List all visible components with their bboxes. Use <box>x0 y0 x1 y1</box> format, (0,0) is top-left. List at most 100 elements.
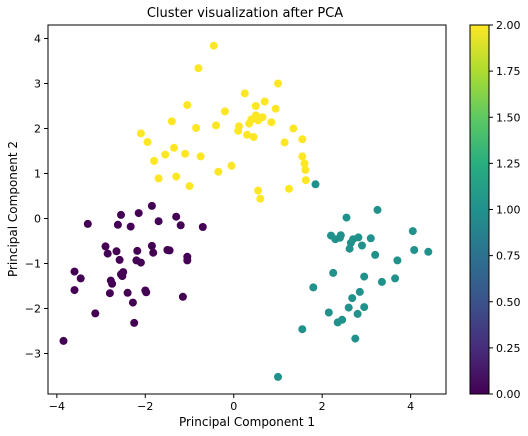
data-point-cluster-0-6 <box>101 242 110 251</box>
x-tick-label: −2 <box>137 400 153 413</box>
data-point-cluster-2-18 <box>227 161 236 170</box>
data-point-cluster-2-33 <box>267 118 276 127</box>
data-point-cluster-0-20 <box>128 298 137 307</box>
x-axis-label: Principal Component 1 <box>179 415 315 429</box>
data-point-cluster-1-13 <box>344 303 353 312</box>
data-point-cluster-1-18 <box>351 334 360 343</box>
colorbar-tick-label: 1.00 <box>496 204 521 217</box>
colorbar-ticks: 0.00 0.25 0.50 0.75 1.00 1.25 1.50 1.75 2.00 <box>489 19 521 401</box>
data-point-cluster-1-6 <box>329 268 338 277</box>
data-point-cluster-1-3 <box>311 180 320 189</box>
data-point-cluster-0-2 <box>70 286 79 295</box>
data-point-cluster-2-41 <box>300 159 309 168</box>
data-point-cluster-2-17 <box>220 107 229 116</box>
plot-area: −4 −2 0 2 4 −3 −2 −1 0 1 2 3 4 <box>25 24 447 413</box>
colorbar-tick-label: 2.00 <box>496 19 521 32</box>
data-point-cluster-2-13 <box>196 152 205 161</box>
x-tick-label: 0 <box>230 400 237 413</box>
colorbar-tick-label: 0.75 <box>496 250 521 263</box>
data-point-cluster-0-19 <box>126 222 135 231</box>
data-point-cluster-0-11 <box>112 247 121 256</box>
data-point-cluster-2-43 <box>301 176 310 185</box>
data-point-cluster-2-35 <box>274 79 282 88</box>
data-point-cluster-2-2 <box>150 156 159 165</box>
data-point-cluster-1-4 <box>324 308 333 317</box>
data-point-cluster-2-37 <box>285 184 293 193</box>
data-point-cluster-2-12 <box>194 64 203 73</box>
data-point-cluster-0-36 <box>178 292 187 301</box>
data-point-cluster-0-27 <box>142 288 151 297</box>
data-point-cluster-0-12 <box>113 220 122 229</box>
data-point-cluster-2-21 <box>240 89 249 98</box>
data-point-cluster-2-32 <box>260 97 269 106</box>
data-point-cluster-0-34 <box>172 212 181 221</box>
data-point-cluster-2-7 <box>172 172 181 181</box>
y-tick-label: 2 <box>34 123 41 136</box>
colorbar-tick-label: 1.75 <box>496 65 521 78</box>
data-point-cluster-1-11 <box>338 315 347 324</box>
colorbar: 0.00 0.25 0.50 0.75 1.00 1.25 1.50 1.75 2.00 <box>469 19 521 401</box>
data-point-cluster-0-18 <box>123 288 132 297</box>
y-tick-label: 1 <box>34 168 41 181</box>
data-point-cluster-0-24 <box>134 209 143 218</box>
colorbar-tick-label: 1.25 <box>496 157 521 170</box>
data-point-cluster-1-16 <box>348 294 357 303</box>
data-points <box>59 41 433 381</box>
data-point-cluster-1-23 <box>360 272 369 281</box>
data-point-cluster-2-9 <box>183 101 192 110</box>
colorbar-tick-label: 0.50 <box>496 296 521 309</box>
data-point-cluster-0-17 <box>119 268 128 277</box>
data-point-cluster-2-1 <box>143 138 152 146</box>
data-point-cluster-1-33 <box>424 247 433 256</box>
colorbar-tick-label: 0.00 <box>496 388 521 401</box>
data-point-cluster-2-25 <box>249 133 258 141</box>
data-point-cluster-1-0 <box>274 372 282 381</box>
y-tick-label: −1 <box>25 258 41 271</box>
x-axis-ticks: −4 −2 0 2 4 <box>49 394 414 413</box>
data-point-cluster-1-10 <box>336 231 345 240</box>
data-point-cluster-0-35 <box>176 221 185 230</box>
data-point-cluster-1-1 <box>298 325 307 334</box>
data-point-cluster-2-38 <box>289 124 298 133</box>
y-tick-label: −2 <box>25 303 41 316</box>
data-point-cluster-0-39 <box>198 223 207 231</box>
data-point-cluster-0-0 <box>59 336 68 345</box>
data-point-cluster-0-13 <box>115 255 124 264</box>
data-point-cluster-2-31 <box>258 113 267 122</box>
data-point-cluster-1-25 <box>366 234 375 243</box>
data-point-cluster-2-3 <box>154 174 163 183</box>
data-point-cluster-1-22 <box>358 241 366 250</box>
data-point-cluster-0-1 <box>70 267 79 276</box>
data-point-cluster-0-29 <box>147 241 156 250</box>
data-point-cluster-1-29 <box>391 274 400 283</box>
data-point-cluster-2-20 <box>235 122 243 131</box>
data-point-cluster-0-7 <box>103 249 112 258</box>
y-tick-label: 0 <box>34 213 41 226</box>
data-point-cluster-1-2 <box>309 283 318 292</box>
data-point-cluster-0-30 <box>149 248 158 257</box>
data-point-cluster-1-26 <box>371 250 380 259</box>
data-point-cluster-1-20 <box>354 233 363 242</box>
data-point-cluster-2-15 <box>212 121 220 130</box>
x-tick-label: −4 <box>49 400 65 413</box>
x-tick-label: 2 <box>319 400 326 413</box>
colorbar-tick-label: 0.25 <box>496 342 521 355</box>
data-point-cluster-2-42 <box>301 165 310 174</box>
data-point-cluster-2-22 <box>243 130 251 139</box>
data-point-cluster-1-31 <box>408 227 417 236</box>
data-point-cluster-2-40 <box>298 152 307 161</box>
data-point-cluster-1-32 <box>410 246 419 254</box>
data-point-cluster-2-11 <box>192 124 201 132</box>
data-point-cluster-0-5 <box>91 309 100 318</box>
data-point-cluster-2-14 <box>209 41 218 50</box>
data-point-cluster-0-21 <box>130 318 139 327</box>
data-point-cluster-2-39 <box>298 135 307 144</box>
y-tick-label: −3 <box>25 348 41 361</box>
data-point-cluster-2-8 <box>181 149 190 158</box>
data-point-cluster-0-38 <box>183 252 192 261</box>
plot-frame <box>47 24 447 395</box>
data-point-cluster-1-30 <box>393 256 402 265</box>
data-point-cluster-2-36 <box>280 138 289 147</box>
data-point-cluster-1-12 <box>342 213 351 222</box>
